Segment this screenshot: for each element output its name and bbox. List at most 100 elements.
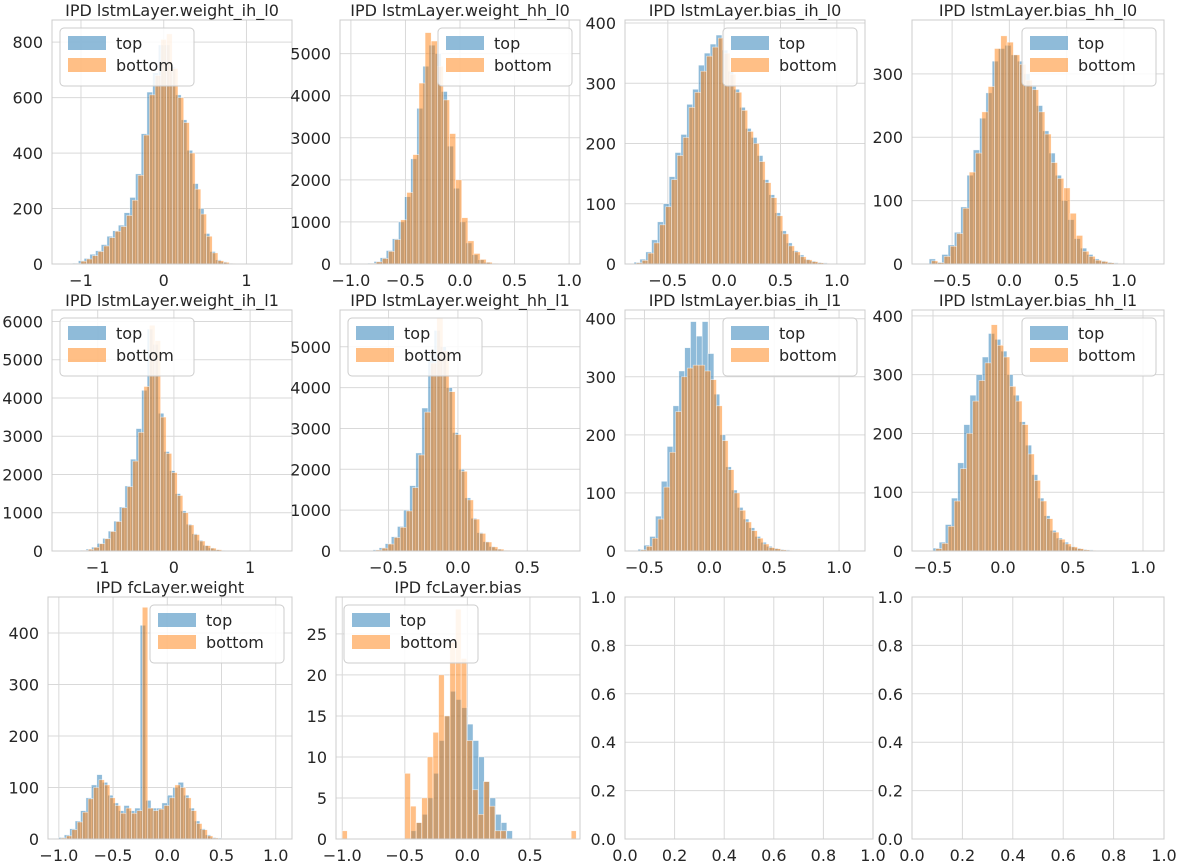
histogram-bar-bottom: [1076, 235, 1083, 264]
histogram-bar-bottom: [115, 521, 122, 551]
y-tick-label: 0.8: [878, 636, 903, 655]
legend-label-top: top: [1078, 34, 1104, 53]
histogram-bar-bottom: [704, 370, 711, 551]
x-tick-label: 0.5: [502, 271, 527, 290]
y-tick-label: 800: [12, 33, 43, 52]
histogram-bar-bottom: [1046, 518, 1054, 551]
y-tick-label: 1000: [290, 213, 331, 232]
histogram-bar-bottom: [341, 830, 348, 839]
histogram-bar-bottom: [716, 405, 723, 551]
subplot-3: −0.5 0.0 0.5 1.0 0 100 200 300 400 IPD lstmLayer.…: [585, 1, 866, 290]
histogram-bar-bottom: [104, 784, 111, 839]
histogram-bar-bottom: [941, 543, 949, 551]
histogram-bar-bottom: [160, 416, 167, 551]
legend-swatch-bottom: [446, 58, 484, 72]
y-tick-label: 200: [8, 727, 39, 746]
legend-label-top: top: [116, 34, 142, 53]
histogram-bar-bottom: [165, 453, 172, 551]
axes-frame: [51, 19, 293, 265]
x-tick-label: −0.5: [386, 271, 425, 290]
histogram-bar-bottom: [1027, 453, 1035, 551]
y-tick-label: 0.2: [878, 782, 903, 801]
histogram-bar-bottom: [1064, 543, 1072, 551]
histogram-bar-bottom: [125, 807, 132, 839]
legend-label-bottom: bottom: [116, 346, 174, 365]
x-tick-label: 0.0: [455, 846, 480, 865]
axes-frame: [47, 596, 293, 840]
bars: [932, 324, 1097, 551]
histogram-bar-bottom: [657, 518, 665, 551]
histogram-bar-bottom: [1034, 480, 1041, 551]
histogram-bar-bottom: [93, 547, 100, 551]
subplot-title: IPD lstmLayer.bias_ih_l0: [649, 1, 842, 21]
histogram-bar-bottom: [962, 207, 970, 264]
histogram-bar-bottom: [193, 534, 200, 551]
x-tick-label: 0.8: [811, 846, 836, 865]
subplot-title: IPD lstmLayer.bias_ih_l1: [649, 291, 842, 311]
histogram-bar-bottom: [975, 152, 983, 264]
histogram-bar-bottom: [676, 155, 684, 264]
histogram-bar-bottom: [418, 454, 425, 551]
histogram-bar-bottom: [663, 486, 671, 551]
legend-label-bottom: bottom: [404, 346, 462, 365]
subplot-6: −0.5 0.0 0.5 0 1000 2000 3000 4000 5000 IPD lstmL…: [290, 291, 581, 577]
histogram-bar-bottom: [688, 107, 696, 264]
legend-swatch-top: [731, 36, 769, 50]
y-tick-label: 200: [12, 200, 43, 219]
histogram-bar-bottom: [972, 400, 980, 551]
legend-swatch-bottom: [1030, 58, 1068, 72]
histogram-bar-bottom: [154, 75, 162, 264]
histogram-bar-bottom: [1058, 538, 1066, 551]
bars: [72, 33, 236, 264]
y-tick-label: 5000: [290, 45, 331, 64]
subplot-2: −1.0 −0.5 0.0 0.5 1.0 0 1000 2000 3000 4000 5000 IP…: [290, 1, 582, 290]
histogram-bar-bottom: [943, 256, 951, 264]
histogram-bar-bottom: [103, 245, 110, 264]
histogram-bar-bottom: [188, 524, 195, 551]
histogram-bar-bottom: [430, 362, 438, 551]
subplot-title: IPD fcLayer.weight: [96, 578, 244, 597]
histogram-bar-bottom: [114, 805, 121, 839]
y-tick-label: 4000: [290, 379, 331, 398]
histogram-bar-bottom: [438, 674, 445, 839]
legend-swatch-top: [1030, 326, 1068, 340]
y-tick-label: 200: [585, 135, 616, 154]
histogram-bar-bottom: [86, 258, 93, 264]
x-tick-label: −0.5: [648, 271, 687, 290]
histogram-bar-bottom: [76, 821, 84, 839]
y-tick-label: 0.2: [591, 782, 616, 801]
subplot-12: 0.0 0.2 0.4 0.6 0.8 1.0 0.0 0.2 0.4 0.6 0.8 1.0: [878, 588, 1177, 865]
axes-frame: [339, 19, 581, 265]
histogram-bar-bottom: [931, 260, 939, 264]
histogram-bar-bottom: [443, 99, 450, 264]
histogram-bar-bottom: [93, 787, 100, 839]
histogram-bar-bottom: [1015, 400, 1023, 551]
legend-label-bottom: bottom: [779, 346, 837, 365]
histogram-bar-bottom: [1003, 356, 1011, 551]
y-tick-label: 4000: [2, 389, 43, 408]
legend: top bottom: [59, 27, 195, 87]
legend-swatch-bottom: [352, 635, 390, 649]
histogram-bar-bottom: [120, 226, 127, 264]
histogram-bar-bottom: [388, 251, 395, 264]
histogram-bar-bottom: [412, 487, 419, 551]
y-tick-label: 15: [307, 707, 327, 726]
subplot-title: IPD lstmLayer.bias_hh_l1: [939, 291, 1137, 311]
histogram-bar-bottom: [466, 740, 473, 839]
legend-swatch-bottom: [356, 348, 394, 362]
x-tick-label: −1.0: [331, 271, 370, 290]
histogram-bar-bottom: [671, 179, 678, 264]
legend-label-bottom: bottom: [400, 633, 458, 652]
y-tick-label: 200: [872, 424, 903, 443]
legend-swatch-bottom: [68, 348, 106, 362]
histogram-bar-bottom: [1000, 35, 1008, 264]
legend: top bottom: [149, 604, 285, 664]
histogram-bar-bottom: [776, 215, 784, 264]
histogram-bar-bottom: [400, 219, 408, 264]
histogram-bar-bottom: [382, 258, 389, 264]
histogram-bar-bottom: [641, 260, 649, 264]
histogram-bar-bottom: [659, 224, 666, 264]
y-tick-label: 2000: [2, 465, 43, 484]
x-tick-label: 0.6: [1050, 846, 1075, 865]
